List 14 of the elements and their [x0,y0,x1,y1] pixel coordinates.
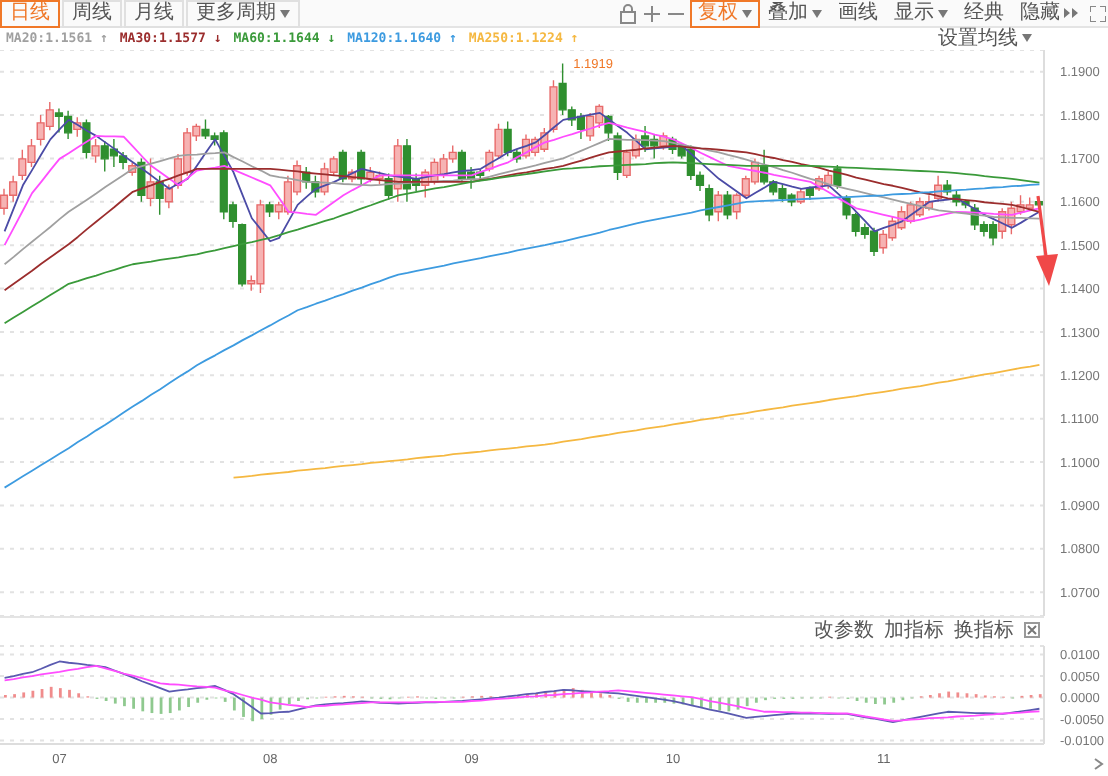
text: 更多周期 [186,0,300,27]
text: 经典 [962,0,1006,27]
text: 隐藏 [1018,0,1062,27]
text: 设置均线 [938,25,1020,52]
text: 叠加 [766,0,810,27]
text: 加指标 [884,617,944,643]
text: 显示 [892,0,936,27]
text: 月线 [124,0,184,27]
text: 改参数 [814,617,874,643]
text: 复权 [690,0,760,27]
text: 换指标 [954,617,1014,643]
text: 周线 [62,0,122,27]
text: 画线 [836,0,880,27]
text: 日线 [0,0,60,27]
